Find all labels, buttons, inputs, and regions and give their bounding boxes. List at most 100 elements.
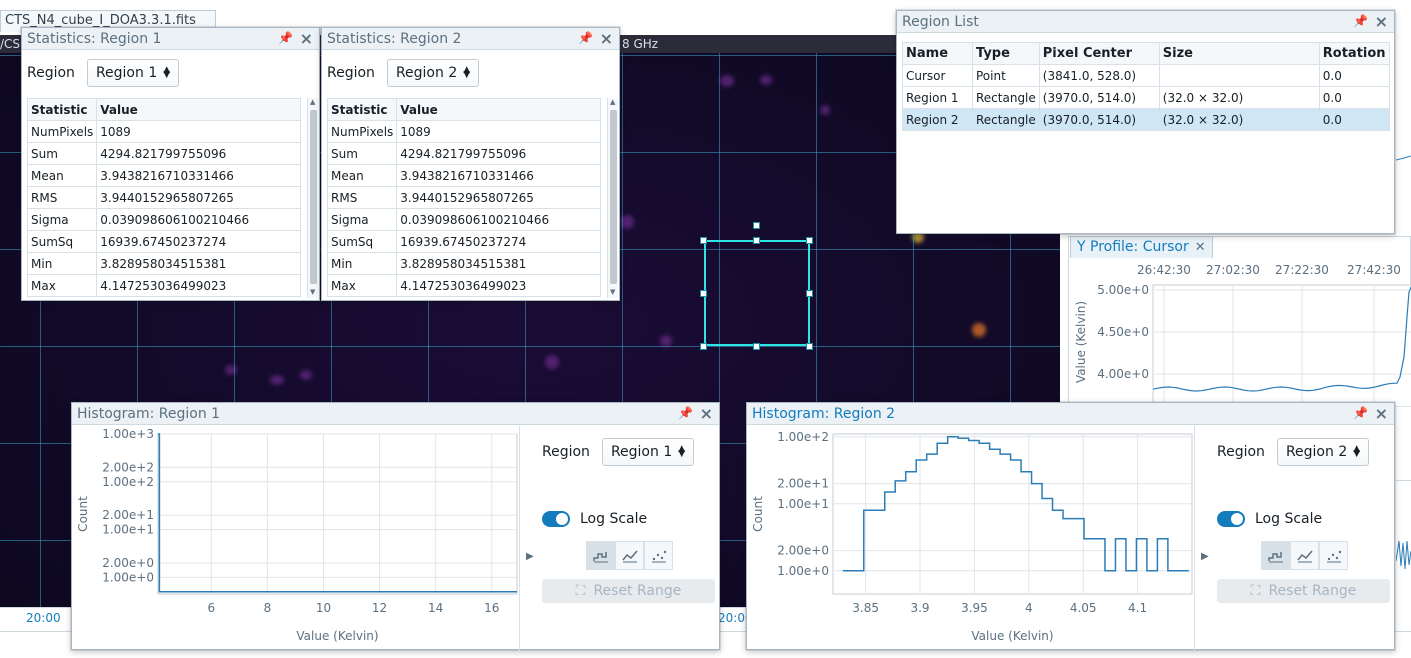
scrollbar[interactable]: ▲ ▼	[307, 98, 318, 298]
column-header[interactable]: Value	[96, 98, 302, 121]
region-handle-br[interactable]	[806, 343, 813, 350]
table-cell: NumPixels	[26, 120, 98, 143]
table-row[interactable]: Region 2 Rectangle (3970.0, 514.0) (32.0 × …	[902, 108, 1390, 131]
panel-header[interactable]: Histogram: Region 1 📌 ×	[72, 403, 719, 425]
region-handle-tc[interactable]	[753, 237, 760, 244]
table-cell: 1089	[396, 120, 602, 143]
collapse-arrow-icon[interactable]: ▶	[526, 551, 534, 562]
rectangle-region[interactable]	[704, 240, 810, 346]
histogram-plot[interactable]: 6 8 10 12 14 16 1.00e+3 2.00e+2 1.00e+2 2.00e+1 1.…	[72, 426, 519, 651]
file-tab[interactable]: CTS_N4_cube_I_DOA3.3.1.fits	[0, 10, 216, 32]
table-row[interactable]: Sum 4294.821799755096	[326, 142, 602, 165]
table-row[interactable]: Min 3.828958034515381	[326, 252, 602, 275]
reset-range-button[interactable]: ⛶ Reset Range	[542, 579, 715, 603]
region-rotate-handle[interactable]	[753, 222, 760, 229]
scroll-down-icon[interactable]: ▼	[310, 288, 316, 296]
table-cell: (3841.0, 528.0)	[1038, 64, 1160, 87]
pin-icon[interactable]: 📌	[1353, 14, 1368, 28]
table-row[interactable]: Mean 3.9438216710331466	[26, 164, 302, 187]
panel-header[interactable]: Statistics: Region 2 📌 ×	[322, 28, 619, 50]
scrollbar[interactable]: ▲ ▼	[607, 98, 618, 298]
column-header[interactable]: Statistic	[326, 98, 398, 121]
statistics-panel-region-2: Statistics: Region 2 📌 × Region Region 2…	[321, 27, 620, 301]
column-header[interactable]: Pixel Center	[1038, 42, 1160, 65]
step-plot-button[interactable]	[1261, 541, 1290, 570]
column-header[interactable]: Value	[396, 98, 602, 121]
table-row[interactable]: NumPixels 1089	[26, 120, 302, 143]
panel-header[interactable]: Region List 📌 ×	[897, 11, 1394, 33]
reset-range-button[interactable]: ⛶ Reset Range	[1217, 579, 1390, 603]
close-icon[interactable]: ×	[699, 404, 713, 423]
y-profile-tab[interactable]: Y Profile: Cursor ✕	[1070, 236, 1213, 258]
table-row[interactable]: Sigma 0.039098606100210466	[26, 208, 302, 231]
close-icon[interactable]: ×	[1374, 12, 1388, 31]
pin-icon[interactable]: 📌	[578, 31, 593, 45]
histogram-chart[interactable]: 3.85 3.9 3.95 4 4.05 4.1 1.00e+2 2.00e+1 1.00e+1…	[747, 426, 1194, 651]
column-header[interactable]: Name	[902, 42, 973, 65]
histogram-panel-region-1: Histogram: Region 1 📌 × 6 8 10 12 14 16 1.00e+…	[71, 402, 720, 651]
region-select[interactable]: Region 2 ▲ ▼	[1276, 438, 1370, 466]
column-header[interactable]: Statistic	[26, 98, 98, 121]
table-row[interactable]: SumSq 16939.67450237274	[26, 230, 302, 253]
table-row[interactable]: SumSq 16939.67450237274	[326, 230, 602, 253]
pin-icon[interactable]: 📌	[278, 31, 293, 45]
region-handle-bl[interactable]	[700, 343, 707, 350]
table-row[interactable]: Sigma 0.039098606100210466	[326, 208, 602, 231]
table-cell: Sigma	[26, 208, 98, 231]
table-cell: (32.0 × 32.0)	[1158, 108, 1320, 131]
table-row[interactable]: RMS 3.9440152965807265	[326, 186, 602, 209]
histogram-chart[interactable]: 6 8 10 12 14 161.00e+32.00e+21.00e+22.00e+11.…	[72, 426, 519, 651]
log-scale-toggle[interactable]	[1217, 511, 1245, 527]
close-icon[interactable]: ×	[299, 29, 313, 48]
scroll-up-icon[interactable]: ▲	[310, 98, 316, 106]
table-row[interactable]: Cursor Point (3841.0, 528.0) 0.0	[902, 64, 1390, 87]
panel-header[interactable]: Histogram: Region 2 📌 ×	[747, 403, 1394, 425]
column-header[interactable]: Size	[1158, 42, 1320, 65]
table-row[interactable]: Region 1 Rectangle (3970.0, 514.0) (32.0 × …	[902, 86, 1390, 109]
column-header[interactable]: Type	[972, 42, 1040, 65]
scroll-up-icon[interactable]: ▲	[610, 98, 616, 106]
pin-icon[interactable]: 📌	[1353, 406, 1368, 420]
line-plot-button[interactable]	[1290, 541, 1319, 570]
region-handle-bc[interactable]	[753, 343, 760, 350]
histogram-plot[interactable]: 3.85 3.9 3.95 4 4.05 4.1 1.00e+2 2.00e+1 1.00e+1…	[747, 426, 1194, 651]
table-row[interactable]: Min 3.828958034515381	[26, 252, 302, 275]
region-select[interactable]: Region 1 ▲ ▼	[601, 438, 695, 466]
step-plot-button[interactable]	[586, 541, 615, 570]
x-tick-label: 4.1	[1128, 601, 1147, 615]
region-handle-tl[interactable]	[700, 237, 707, 244]
region-label: Region	[327, 65, 375, 81]
region-select[interactable]: Region 1 ▲ ▼	[86, 59, 180, 87]
region-handle-mr[interactable]	[806, 290, 813, 297]
table-row[interactable]: Sum 4294.821799755096	[26, 142, 302, 165]
column-header[interactable]: Rotation	[1318, 42, 1390, 65]
region-handle-ml[interactable]	[700, 290, 707, 297]
viewer-coord-system: /CS:	[0, 37, 25, 51]
region-select[interactable]: Region 2 ▲ ▼	[386, 59, 480, 87]
scrollbar-thumb[interactable]	[310, 110, 317, 284]
table-cell: Region 1	[902, 86, 973, 109]
close-icon[interactable]: ✕	[1194, 240, 1206, 255]
table-row[interactable]: RMS 3.9440152965807265	[26, 186, 302, 209]
close-icon[interactable]: ×	[1374, 404, 1388, 423]
pin-icon[interactable]: 📌	[678, 406, 693, 420]
table-cell: NumPixels	[326, 120, 398, 143]
table-header-row: Statistic Value	[26, 98, 302, 121]
region-handle-tr[interactable]	[806, 237, 813, 244]
scroll-down-icon[interactable]: ▼	[610, 288, 616, 296]
table-row[interactable]: Max 4.147253036499023	[26, 274, 302, 297]
collapse-arrow-icon[interactable]: ▶	[1201, 551, 1209, 562]
table-cell: 0.0	[1318, 86, 1390, 109]
close-icon[interactable]: ×	[599, 29, 613, 48]
scrollbar-thumb[interactable]	[610, 110, 617, 284]
table-cell: 4.147253036499023	[396, 274, 602, 297]
table-row[interactable]: NumPixels 1089	[326, 120, 602, 143]
table-row[interactable]: Max 4.147253036499023	[326, 274, 602, 297]
x-axis-title: Value (Kelvin)	[971, 629, 1053, 643]
panel-header[interactable]: Statistics: Region 1 📌 ×	[22, 28, 319, 50]
line-plot-button[interactable]	[615, 541, 644, 570]
log-scale-toggle[interactable]	[542, 511, 570, 527]
table-row[interactable]: Mean 3.9438216710331466	[326, 164, 602, 187]
scatter-plot-button[interactable]	[644, 541, 673, 570]
scatter-plot-button[interactable]	[1319, 541, 1348, 570]
